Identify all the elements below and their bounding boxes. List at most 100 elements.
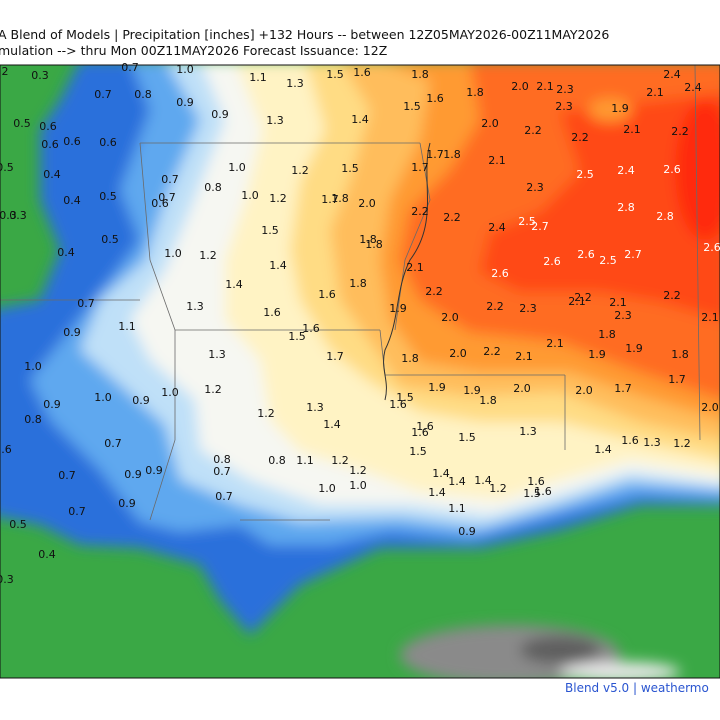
value-label: 0.6 <box>151 197 169 210</box>
value-label: 1.5 <box>403 100 421 113</box>
value-label: 0.5 <box>99 190 117 203</box>
value-label: 1.7 <box>614 382 632 395</box>
value-label: 1.2 <box>489 482 507 495</box>
value-label: 2.2 <box>411 205 429 218</box>
value-label: 1.6 <box>389 398 407 411</box>
value-label: 0.4 <box>38 548 56 561</box>
value-label: 1.3 <box>208 348 226 361</box>
value-label: 1.5 <box>458 431 476 444</box>
value-label: 1.9 <box>428 381 446 394</box>
footer: Blend v5.0 | weathermo <box>565 681 709 695</box>
value-label: 2.3 <box>555 100 573 113</box>
value-label: 1.9 <box>625 342 643 355</box>
value-label: 0.9 <box>132 394 150 407</box>
value-label: 1.5 <box>341 162 359 175</box>
value-label: 1.1 <box>448 502 466 515</box>
value-label: 1.3 <box>186 300 204 313</box>
value-label: 2.2 <box>571 131 589 144</box>
value-label: 1.3 <box>266 114 284 127</box>
value-label: 1.6 <box>318 288 336 301</box>
value-label: 1.9 <box>611 102 629 115</box>
value-label: 0.4 <box>57 246 75 259</box>
value-label: 1.2 <box>291 164 309 177</box>
value-label: 1.5 <box>288 330 306 343</box>
map-frame <box>0 64 720 679</box>
value-label: 2.3 <box>556 83 574 96</box>
value-label: 1.8 <box>359 233 377 246</box>
value-label: 1.6 <box>411 426 429 439</box>
value-labels: 2 0.30.7 1.01.1 1.31.5 1.6 1.8 2.40.7 0.80.90.9… <box>0 61 720 586</box>
value-label: 2.2 <box>483 345 501 358</box>
value-label: 1.7 <box>321 193 339 206</box>
value-label: 0.3 <box>31 69 49 82</box>
value-label: 1.8 <box>365 238 383 251</box>
value-label: 2.1 <box>701 311 719 324</box>
value-label: 0.7 <box>215 490 233 503</box>
value-label: 0.9 <box>211 108 229 121</box>
value-label: 0.8 <box>213 453 231 466</box>
value-label: 1.0 <box>176 63 194 76</box>
value-label: 2.0 <box>575 384 593 397</box>
value-label: 2.1 <box>646 86 664 99</box>
value-label: 2.5 <box>518 215 536 228</box>
value-label: 2.5 <box>599 254 617 267</box>
value-label: 0.5 <box>9 518 27 531</box>
value-label: 2.0 <box>358 197 376 210</box>
value-label: 1.8 <box>671 348 689 361</box>
value-label: 1.8 <box>331 192 349 205</box>
value-label: 1.8 <box>598 328 616 341</box>
value-label: 1.2 <box>199 249 217 262</box>
value-label: 1.0 <box>349 479 367 492</box>
value-label: 0.8 <box>204 181 222 194</box>
value-label: 1.1 <box>118 320 136 333</box>
value-label: 1.6 <box>263 306 281 319</box>
value-label: 2.0 <box>701 401 719 414</box>
value-label: 1.4 <box>474 474 492 487</box>
value-label: 1.4 <box>428 486 446 499</box>
value-label: 1.5 <box>261 224 279 237</box>
value-label: 2.1 <box>515 350 533 363</box>
value-label: 1.0 <box>228 161 246 174</box>
value-label: 1.1 <box>249 71 267 84</box>
value-label: 2 <box>2 65 9 78</box>
value-label: 0.5 <box>101 233 119 246</box>
value-label: 1.2 <box>349 464 367 477</box>
value-label: 2.7 <box>624 248 642 261</box>
value-label: 2.2 <box>671 125 689 138</box>
value-label: 2.2 <box>574 291 592 304</box>
value-label: 1.6 <box>534 485 552 498</box>
value-label: 2.2 <box>425 285 443 298</box>
value-label: 1.3 <box>286 77 304 90</box>
value-label: 1.0 <box>161 386 179 399</box>
value-label: 1.8 <box>466 86 484 99</box>
value-label: 1.4 <box>225 278 243 291</box>
value-label: 2.1 <box>536 80 554 93</box>
value-label: 0.8 <box>268 454 286 467</box>
value-label: 1.0 <box>94 391 112 404</box>
value-label: 2.0 <box>481 117 499 130</box>
value-label: 0.7 <box>161 173 179 186</box>
value-label: 1.7 <box>411 161 429 174</box>
value-label: 2.2 <box>486 300 504 313</box>
value-label: 0.7 <box>68 505 86 518</box>
value-label: 1.7 <box>426 148 444 161</box>
value-label: 0.9 <box>43 398 61 411</box>
value-label: 0.6 <box>0 443 12 456</box>
value-label: 2.3 <box>519 302 537 315</box>
value-label: 2.1 <box>609 296 627 309</box>
value-label: 1.3 <box>306 401 324 414</box>
value-label: 0.9 <box>458 525 476 538</box>
value-label: 2.2 <box>663 289 681 302</box>
value-label: 0.3 <box>0 573 14 586</box>
value-label: 0.4 <box>63 194 81 207</box>
value-label: 1.5 <box>396 391 414 404</box>
value-label: 1.6 <box>527 475 545 488</box>
value-label: 0.7 <box>158 191 176 204</box>
value-label: 2.0 <box>441 311 459 324</box>
value-label: 0.8 <box>134 88 152 101</box>
value-label: 2.8 <box>656 210 674 223</box>
value-label: 2.5 <box>576 168 594 181</box>
value-label: 1.0 <box>241 189 259 202</box>
value-label: 0.9 <box>124 468 142 481</box>
value-label: 2.4 <box>488 221 506 234</box>
